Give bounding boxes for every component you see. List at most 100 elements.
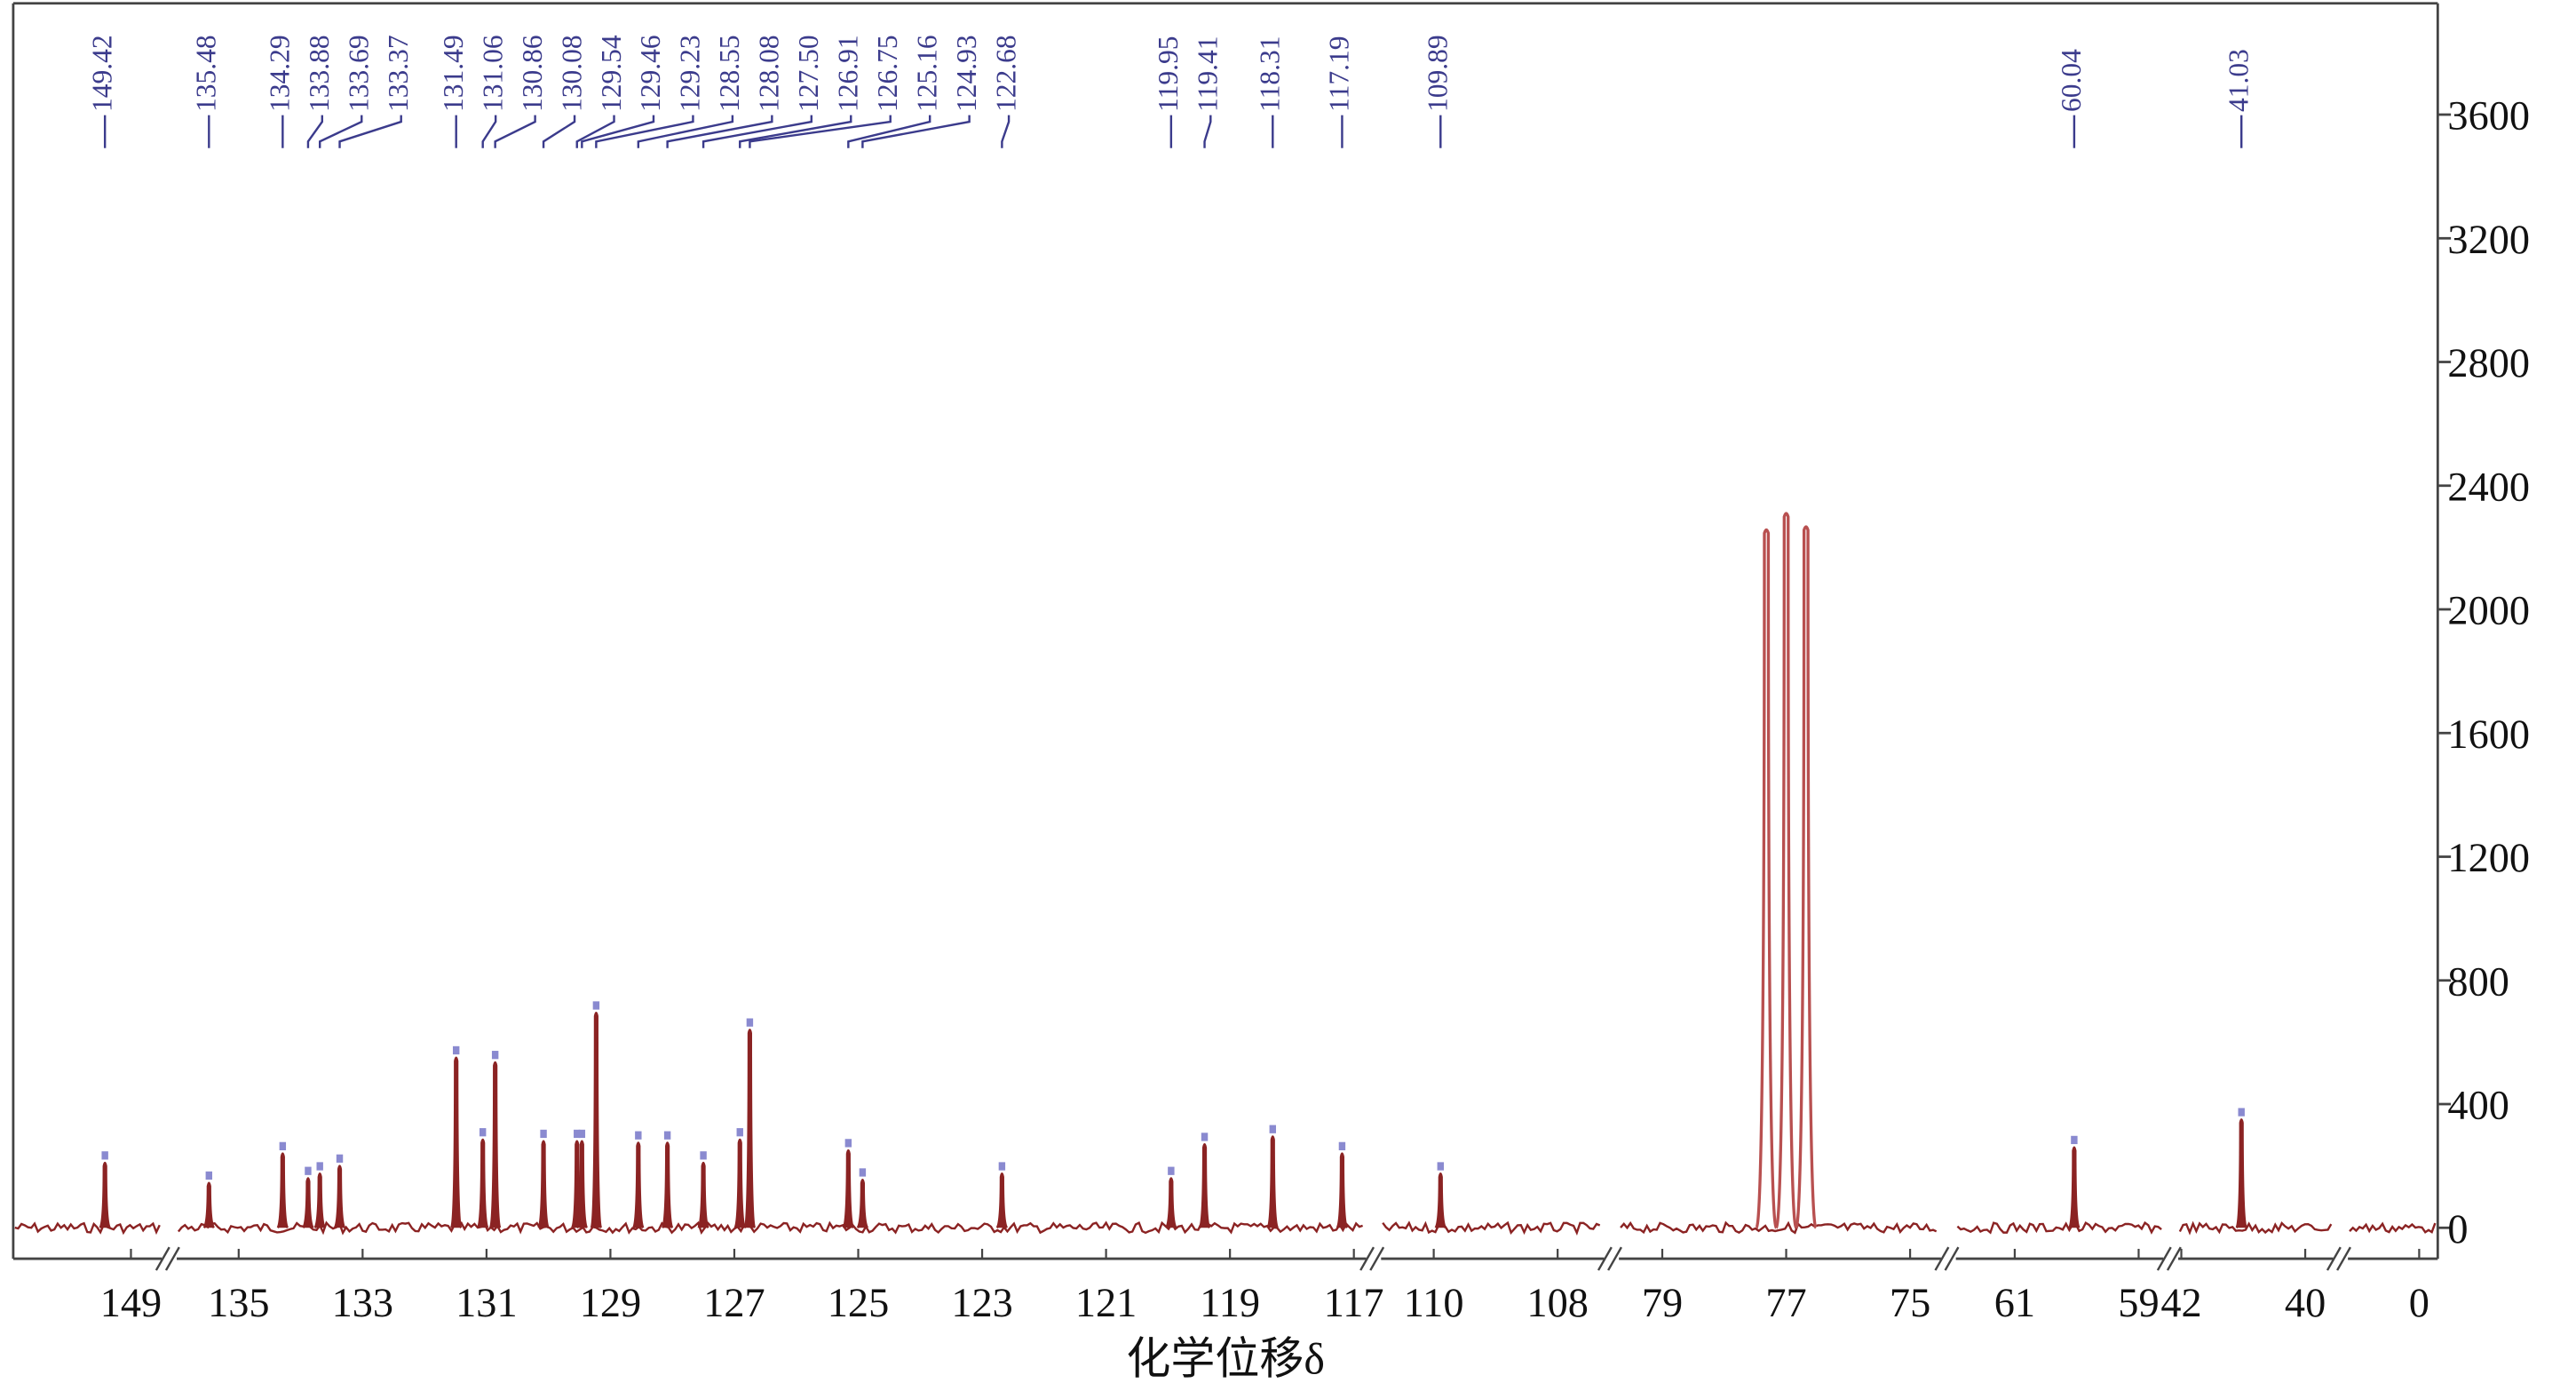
peak [743, 1029, 757, 1229]
y-tick-label: 800 [2447, 959, 2509, 1005]
y-tick-label: 0 [2447, 1207, 2468, 1252]
peak-marker [2071, 1135, 2078, 1145]
axis-break [1597, 1246, 1613, 1271]
peak-marker [998, 1162, 1006, 1171]
baseline-noise [2349, 1221, 2437, 1234]
x-tick-label: 61 [1994, 1281, 2035, 1326]
peak [2235, 1118, 2247, 1229]
y-tick-label: 400 [2447, 1084, 2509, 1129]
peak [1198, 1142, 1211, 1229]
peak-label-leader [701, 115, 813, 148]
peak [856, 1179, 869, 1229]
axis-break [1607, 1246, 1622, 1271]
peak-label: 134.29 [265, 35, 296, 112]
peak-label-leader [749, 115, 892, 148]
peak-marker [336, 1154, 344, 1163]
x-tick-label: 79 [1642, 1281, 1683, 1326]
x-tick-label: 75 [1890, 1281, 1930, 1326]
peak-label: 124.93 [951, 35, 982, 112]
baseline-noise [14, 1221, 161, 1236]
y-tick-label: 2400 [2447, 465, 2530, 510]
peak [995, 1172, 1009, 1229]
peak [537, 1140, 550, 1229]
peak-marker [1269, 1125, 1276, 1133]
peak-label: 119.41 [1193, 36, 1224, 112]
baseline-noise [1620, 1220, 1938, 1235]
peak [333, 1164, 346, 1229]
axis-break [2336, 1246, 2351, 1271]
peak [632, 1141, 645, 1229]
x-tick-label: 0 [2409, 1281, 2429, 1326]
peak-label: 130.08 [556, 35, 587, 112]
peak-label: 149.42 [86, 35, 117, 112]
peak-marker [592, 1001, 600, 1010]
x-tick-label: 123 [951, 1281, 1012, 1326]
y-tick-label: 1200 [2447, 836, 2530, 881]
x-tick-label: 131 [456, 1281, 517, 1326]
peak-label: 129.46 [635, 35, 666, 112]
x-tick-label: 129 [580, 1281, 641, 1326]
peak-marker [101, 1151, 108, 1160]
baseline-noise [1382, 1220, 1601, 1236]
peak-label: 133.37 [383, 35, 414, 112]
peak-marker [2238, 1108, 2245, 1117]
peak-marker [736, 1128, 743, 1137]
peak [1795, 525, 1818, 1229]
peak-marker [574, 1129, 581, 1139]
x-tick-label: 127 [703, 1281, 765, 1326]
peak [99, 1161, 111, 1229]
peak [1755, 528, 1778, 1229]
peak-marker [1168, 1166, 1175, 1175]
peak-label-leader [666, 115, 773, 148]
axis-break [2156, 1246, 2172, 1271]
peak [202, 1181, 216, 1229]
peak-label-leader [581, 115, 655, 148]
x-tick-label: 119 [1200, 1281, 1260, 1326]
peak-marker [452, 1045, 460, 1055]
y-tick-label: 2800 [2447, 341, 2530, 386]
peak-marker [279, 1141, 287, 1151]
peak-label: 129.23 [675, 35, 706, 112]
peak [575, 1140, 589, 1229]
peak-label: 133.69 [343, 35, 374, 112]
y-tick-label: 3200 [2447, 218, 2530, 263]
x-tick-label: 125 [828, 1281, 889, 1326]
peak-marker [491, 1051, 499, 1060]
peak [1266, 1135, 1280, 1229]
y-tick-label: 2000 [2447, 589, 2530, 634]
peak [488, 1061, 502, 1229]
peak-label-leader [1203, 115, 1212, 148]
peak-label-leader [494, 115, 536, 148]
peak-label: 126.75 [872, 35, 903, 112]
x-tick-label: 135 [208, 1281, 269, 1326]
peak-marker [1201, 1133, 1209, 1141]
x-tick-label: 117 [1324, 1281, 1384, 1326]
x-tick-label: 59 [2118, 1281, 2159, 1326]
axis-break [155, 1246, 170, 1271]
axis-break [1359, 1246, 1375, 1271]
peak-marker [316, 1162, 323, 1171]
peak-marker [205, 1171, 213, 1180]
peak-label-leader [338, 115, 402, 148]
x-axis-title: 化学位移δ [1126, 1334, 1325, 1384]
peak-label: 122.68 [990, 35, 1021, 112]
peak-label-leader [575, 115, 615, 148]
peak-label: 109.89 [1423, 35, 1454, 112]
peak-marker [859, 1168, 867, 1177]
peak [276, 1152, 289, 1229]
x-tick-label: 108 [1526, 1281, 1588, 1326]
axis-break [1934, 1246, 1950, 1271]
peak-label-leader [637, 115, 734, 148]
peak-marker [635, 1131, 642, 1140]
peak-label: 60.04 [2056, 49, 2087, 112]
peak-marker [305, 1166, 312, 1175]
peak-label: 130.86 [517, 35, 548, 112]
peak-marker [663, 1131, 671, 1140]
peak-label: 135.48 [191, 35, 222, 112]
peak-label-leader [739, 115, 852, 148]
peak-marker [1338, 1141, 1346, 1151]
x-tick-label: 77 [1765, 1281, 1806, 1326]
peak [842, 1149, 855, 1229]
peak-label: 133.88 [304, 35, 335, 112]
baseline-noise [2178, 1220, 2333, 1236]
